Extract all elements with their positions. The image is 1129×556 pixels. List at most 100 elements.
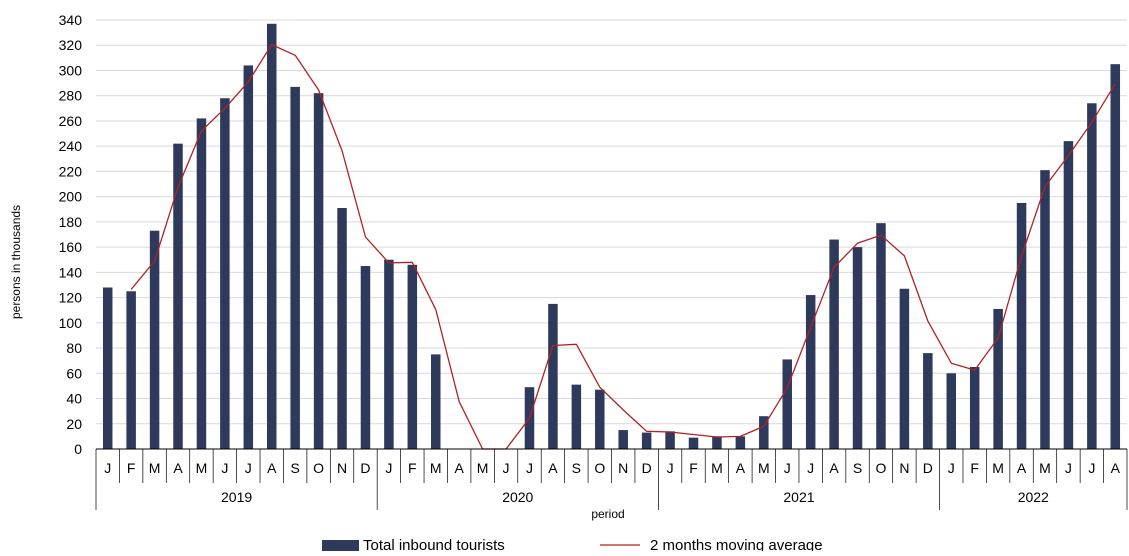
line-series — [130, 43, 1116, 450]
x-tick-label: M — [430, 460, 442, 476]
x-tick-label: O — [594, 460, 605, 476]
x-tick-label: J — [948, 460, 955, 476]
y-tick-label: 320 — [59, 37, 83, 53]
legend-bar-swatch — [322, 540, 359, 551]
bar — [1016, 202, 1027, 449]
x-tick-label: J — [104, 460, 111, 476]
bar — [665, 431, 675, 449]
bar-series — [102, 23, 1121, 450]
x-tick-label: J — [667, 460, 674, 476]
bar — [969, 366, 980, 449]
bar — [102, 287, 113, 449]
bar — [196, 118, 207, 449]
bar — [876, 223, 886, 449]
bar — [220, 98, 230, 450]
x-tick-label: D — [360, 460, 370, 476]
y-tick-label: 100 — [59, 315, 83, 331]
x-tick-label: A — [548, 460, 558, 476]
bar — [243, 65, 254, 450]
bar — [431, 354, 441, 449]
x-tick-label: S — [572, 460, 581, 476]
bar — [805, 295, 816, 449]
legend-bar-label: Total inbound tourists — [363, 537, 505, 551]
bar — [337, 208, 347, 449]
x-tick-label: A — [267, 460, 277, 476]
x-tick-label: A — [173, 460, 183, 476]
bar — [782, 359, 792, 449]
x-tick-label: O — [876, 460, 887, 476]
x-tick-label: M — [196, 460, 208, 476]
x-tick-label: M — [477, 460, 489, 476]
bar — [149, 230, 160, 449]
x-tick-label: F — [127, 460, 136, 476]
bar — [735, 436, 746, 449]
bar — [571, 384, 582, 449]
y-tick-label: 200 — [59, 189, 83, 205]
y-axis-ticks: 0 20 40 60 80 100 120 140 160 180 200 220 240 260 280 3… — [59, 12, 83, 457]
x-tick-label: A — [736, 460, 746, 476]
bar — [688, 437, 699, 449]
x-tick-label: A — [829, 460, 839, 476]
x-tick-label: S — [853, 460, 862, 476]
bar — [618, 430, 628, 449]
bar — [923, 353, 933, 449]
y-tick-label: 80 — [66, 340, 82, 356]
moving-average-line — [130, 43, 1116, 450]
x-tick-label: M — [1039, 460, 1051, 476]
bar — [946, 373, 957, 449]
x-tick-label: J — [807, 460, 814, 476]
y-tick-label: 260 — [59, 113, 83, 129]
x-tick-label: J — [221, 460, 228, 476]
bar — [1110, 64, 1121, 449]
bar — [641, 432, 652, 449]
x-axis-title: period — [591, 507, 624, 521]
x-tick-label: A — [455, 460, 465, 476]
bar — [1040, 170, 1050, 449]
bar — [266, 23, 277, 450]
x-tick-label: A — [1017, 460, 1027, 476]
x-tick-label: S — [290, 460, 299, 476]
y-tick-label: 300 — [59, 62, 83, 78]
x-tick-label: J — [784, 460, 791, 476]
x-tick-label: J — [1065, 460, 1072, 476]
x-tick-label: J — [245, 460, 252, 476]
x-tick-label: N — [618, 460, 628, 476]
bar — [595, 389, 605, 449]
x-tick-label: F — [689, 460, 698, 476]
bar — [548, 303, 558, 449]
y-tick-label: 340 — [59, 12, 83, 28]
bar — [759, 416, 769, 449]
bar — [829, 239, 839, 449]
bar — [1063, 141, 1074, 450]
x-tick-label: N — [899, 460, 909, 476]
bar — [173, 143, 183, 449]
year-label: 2021 — [783, 489, 814, 505]
x-tick-label: M — [149, 460, 161, 476]
bar — [384, 259, 394, 449]
year-label: 2020 — [502, 489, 533, 505]
bar — [993, 308, 1003, 449]
x-tick-label: A — [1111, 460, 1121, 476]
x-tick-label: O — [313, 460, 324, 476]
y-tick-label: 20 — [66, 416, 82, 432]
year-label: 2022 — [1018, 489, 1049, 505]
y-tick-label: 40 — [66, 391, 82, 407]
bar — [712, 436, 722, 449]
legend-line-label: 2 months moving average — [650, 537, 823, 551]
x-tick-label: J — [385, 460, 392, 476]
bar — [360, 266, 371, 449]
y-tick-label: 140 — [59, 264, 83, 280]
x-tick-label: M — [992, 460, 1004, 476]
y-tick-label: 220 — [59, 163, 83, 179]
y-tick-label: 160 — [59, 239, 83, 255]
bar — [899, 288, 910, 449]
y-tick-label: 0 — [74, 441, 82, 457]
x-tick-label: J — [503, 460, 510, 476]
x-tick-label: N — [337, 460, 347, 476]
y-axis-title: persons in thousands — [9, 205, 23, 319]
bar — [852, 247, 863, 449]
x-tick-label: D — [642, 460, 652, 476]
bar — [313, 93, 324, 450]
